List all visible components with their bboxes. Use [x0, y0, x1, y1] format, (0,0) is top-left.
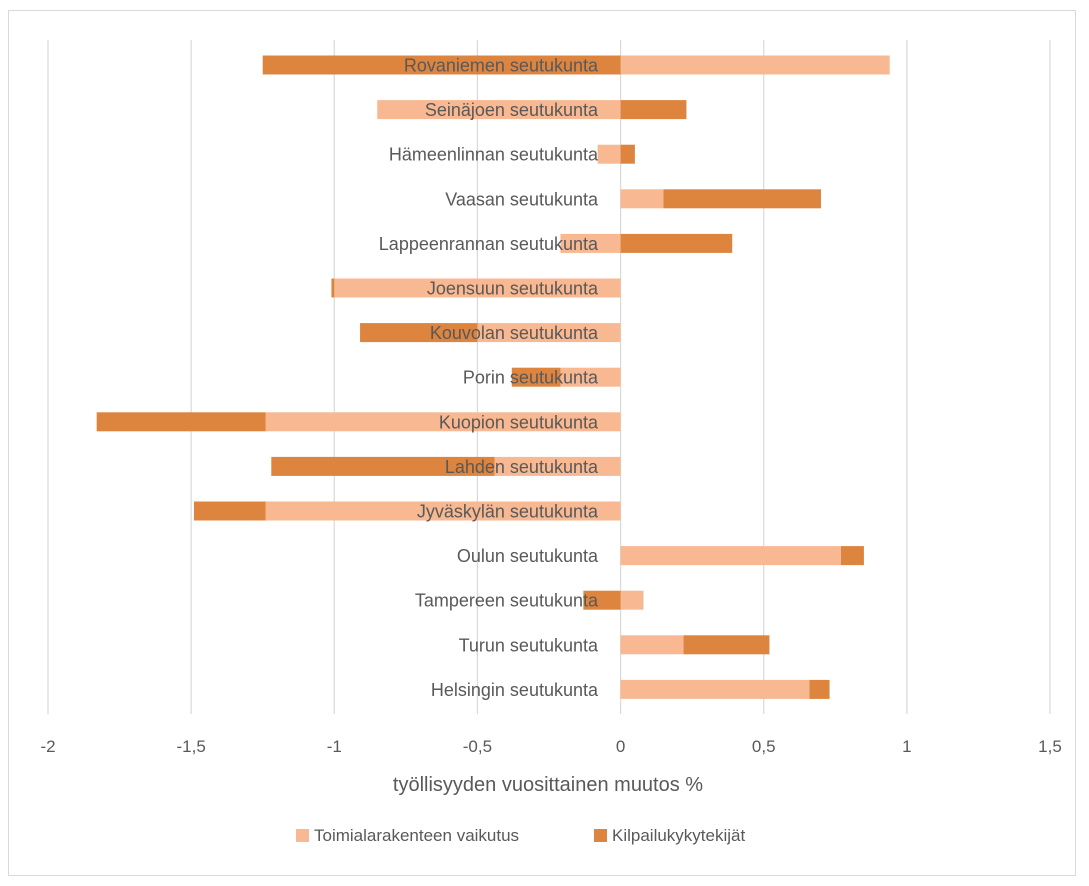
bar-kilpailukyky — [583, 590, 621, 610]
bar-kilpailukyky — [663, 189, 821, 209]
x-tick-layer: -2 -1,5 -1 -0,5 0 0,5 1 1,5 — [40, 737, 1061, 756]
bar-toimialarakenne — [620, 635, 684, 655]
x-axis-title: työllisyyden vuosittainen muutos % — [393, 774, 703, 796]
x-tick-label: 0,5 — [752, 737, 776, 756]
x-tick-label: -1 — [327, 737, 342, 756]
legend-swatch — [594, 829, 607, 842]
bar-toimialarakenne — [265, 501, 621, 521]
category-label: Helsingin seutukunta — [431, 680, 599, 700]
bar-kilpailukyky — [331, 278, 335, 298]
bar-kilpailukyky — [360, 323, 478, 343]
category-label: Lappeenrannan seutukunta — [379, 234, 599, 254]
bar-toimialarakenne — [620, 546, 842, 566]
bar-toimialarakenne — [560, 367, 621, 387]
bar-kilpailukyky — [194, 501, 266, 521]
category-label: Seinäjoen seutukunta — [425, 100, 599, 120]
category-label: Tampereen seutukunta — [415, 591, 599, 611]
x-tick-label: -0,5 — [463, 737, 492, 756]
bar-toimialarakenne — [334, 278, 621, 298]
bar-kilpailukyky — [809, 679, 830, 699]
category-label: Hämeenlinnan seutukunta — [389, 145, 599, 165]
category-label: Rovaniemen seutukunta — [404, 56, 599, 76]
chart-frame — [8, 10, 1076, 876]
bar-kilpailukyky — [511, 367, 561, 387]
bar-toimialarakenne — [620, 55, 890, 75]
legend-swatch — [296, 829, 309, 842]
x-tick-label: 1 — [902, 737, 911, 756]
bar-toimialarakenne — [560, 233, 621, 253]
bar-toimialarakenne — [620, 189, 664, 209]
legend-label: Toimialarakenteen vaikutus — [314, 826, 519, 845]
category-label: Joensuun seutukunta — [427, 279, 599, 299]
bar-layer — [96, 55, 890, 699]
bar-kilpailukyky — [262, 55, 621, 75]
bar-toimialarakenne — [597, 144, 621, 164]
category-label: Kuopion seutukunta — [439, 412, 599, 432]
bar-kilpailukyky — [683, 635, 770, 655]
bar-kilpailukyky — [620, 144, 635, 164]
bar-kilpailukyky — [96, 412, 266, 432]
bar-kilpailukyky — [841, 546, 864, 566]
bar-toimialarakenne — [494, 456, 621, 476]
category-label: Lahden seutukunta — [445, 457, 599, 477]
category-label: Vaasan seutukunta — [445, 189, 599, 209]
bar-kilpailukyky — [271, 456, 495, 476]
category-label: Porin seutukunta — [463, 368, 599, 388]
x-tick-label: -1,5 — [176, 737, 205, 756]
x-tick-label: 1,5 — [1038, 737, 1062, 756]
category-label: Jyväskylän seutukunta — [417, 502, 599, 522]
bar-toimialarakenne — [620, 590, 644, 610]
legend: Toimialarakenteen vaikutus Kilpailukykyte… — [296, 826, 745, 845]
x-tick-label: 0 — [616, 737, 625, 756]
category-label: Turun seutukunta — [459, 635, 599, 655]
x-tick-label: -2 — [40, 737, 55, 756]
legend-label: Kilpailukykytekijät — [612, 826, 745, 845]
bar-kilpailukyky — [620, 233, 733, 253]
category-label: Kouvolan seutukunta — [430, 323, 599, 343]
category-label-layer: Rovaniemen seutukunta Seinäjoen seutukunt… — [379, 56, 599, 700]
bar-kilpailukyky — [620, 100, 687, 120]
bar-toimialarakenne — [477, 323, 621, 343]
bar-toimialarakenne — [620, 679, 810, 699]
bar-toimialarakenne — [265, 412, 621, 432]
bar-toimialarakenne — [377, 100, 621, 120]
category-label: Oulun seutukunta — [457, 546, 599, 566]
